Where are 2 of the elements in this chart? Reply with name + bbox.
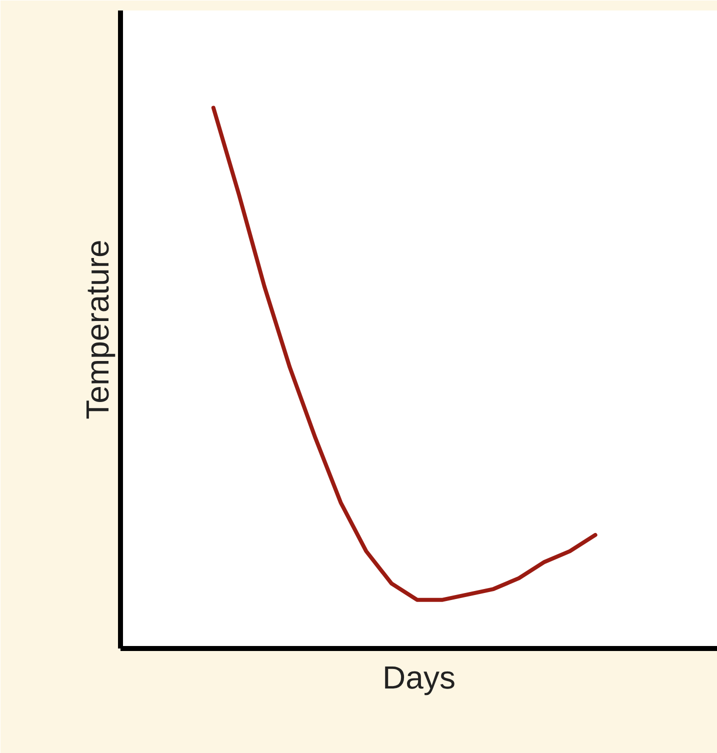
y-axis-title: Temperature	[80, 240, 116, 420]
x-axis-title: Days	[382, 660, 456, 696]
